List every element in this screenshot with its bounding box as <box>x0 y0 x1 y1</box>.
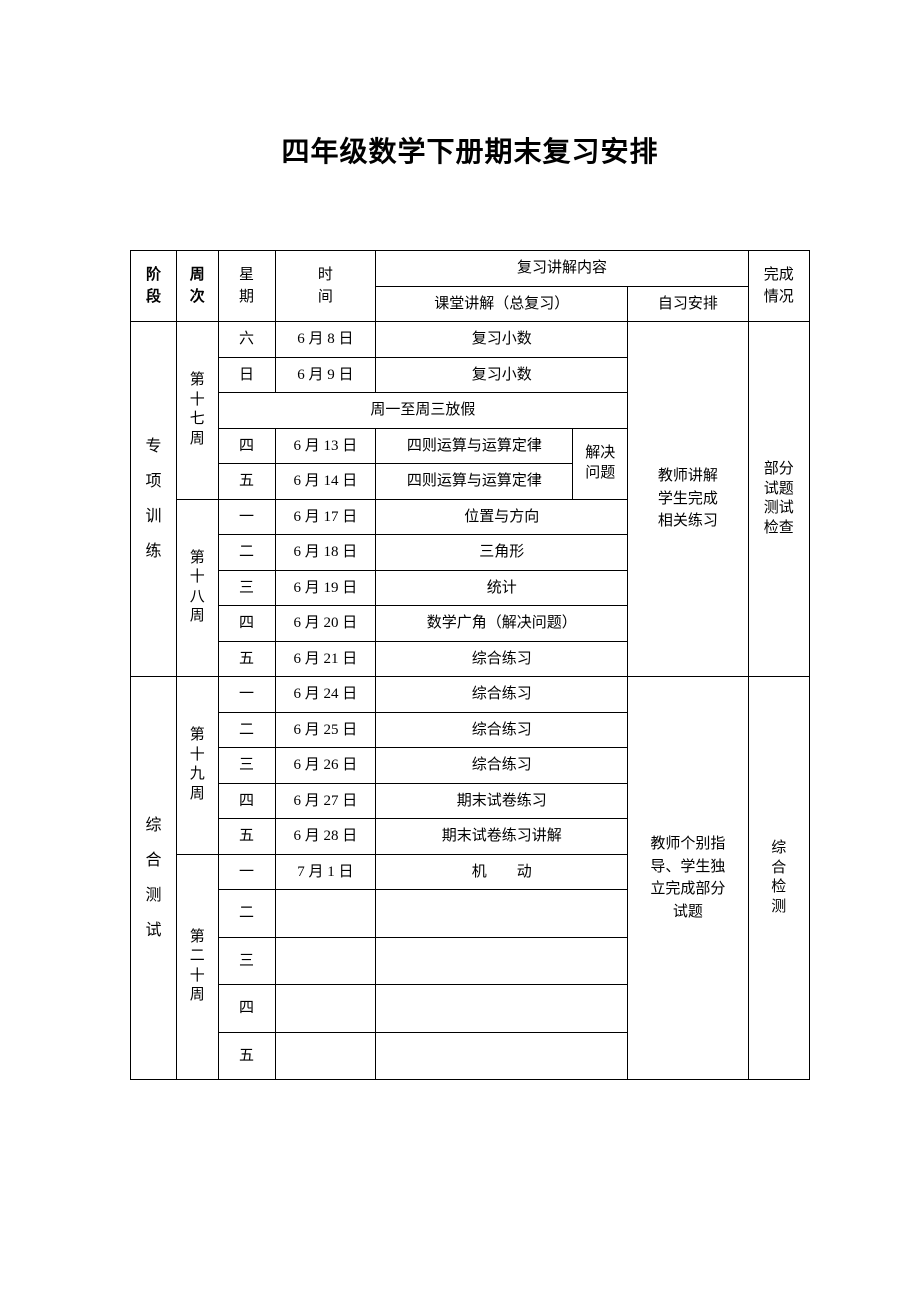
cell-date <box>275 1032 376 1080</box>
header-stage: 阶段 <box>131 251 177 322</box>
cell-content: 统计 <box>376 570 628 606</box>
cell-date: 6 月 28 日 <box>275 819 376 855</box>
stage-special: 专项训练 <box>131 322 177 677</box>
cell-day: 三 <box>218 937 275 985</box>
cell-date: 6 月 26 日 <box>275 748 376 784</box>
cell-content <box>376 985 628 1033</box>
cell-content: 三角形 <box>376 535 628 571</box>
header-class-lecture: 课堂讲解（总复习） <box>376 286 628 322</box>
table-row: 综合测试 第十九周 一 6 月 24 日 综合练习 教师个别指导、学生独立完成部… <box>131 677 810 713</box>
week-17: 第十七周 <box>176 322 218 500</box>
header-week: 周次 <box>176 251 218 322</box>
completion-special: 部分试题测试检查 <box>748 322 809 677</box>
cell-day: 三 <box>218 748 275 784</box>
cell-content: 综合练习 <box>376 641 628 677</box>
cell-day: 四 <box>218 606 275 642</box>
cell-day: 一 <box>218 499 275 535</box>
cell-date: 6 月 18 日 <box>275 535 376 571</box>
cell-day: 四 <box>218 985 275 1033</box>
header-completion: 完成情况 <box>748 251 809 322</box>
cell-day: 三 <box>218 570 275 606</box>
holiday-note: 周一至周三放假 <box>218 393 628 429</box>
cell-date <box>275 890 376 938</box>
header-day: 星期 <box>218 251 275 322</box>
cell-date: 6 月 13 日 <box>275 428 376 464</box>
cell-date: 6 月 14 日 <box>275 464 376 500</box>
table-row: 专项训练 第十七周 六 6 月 8 日 复习小数 教师讲解学生完成相关练习 部分… <box>131 322 810 358</box>
cell-day: 五 <box>218 641 275 677</box>
header-row-1: 阶段 周次 星期 时间 复习讲解内容 完成情况 <box>131 251 810 287</box>
week-18: 第十八周 <box>176 499 218 677</box>
cell-content: 期末试卷练习 <box>376 783 628 819</box>
cell-date: 6 月 25 日 <box>275 712 376 748</box>
cell-date <box>275 985 376 1033</box>
cell-date: 6 月 27 日 <box>275 783 376 819</box>
cell-date: 6 月 24 日 <box>275 677 376 713</box>
cell-content: 综合练习 <box>376 677 628 713</box>
cell-content: 机 动 <box>376 854 628 890</box>
self-study-comprehensive: 教师个别指导、学生独立完成部分试题 <box>628 677 748 1080</box>
cell-content: 位置与方向 <box>376 499 628 535</box>
cell-day: 五 <box>218 464 275 500</box>
cell-day: 二 <box>218 890 275 938</box>
cell-day: 五 <box>218 819 275 855</box>
cell-date: 6 月 21 日 <box>275 641 376 677</box>
self-study-special: 教师讲解学生完成相关练习 <box>628 322 748 677</box>
stage-comprehensive: 综合测试 <box>131 677 177 1080</box>
cell-date: 6 月 9 日 <box>275 357 376 393</box>
cell-date: 6 月 17 日 <box>275 499 376 535</box>
cell-content: 四则运算与运算定律 <box>376 428 573 464</box>
page-title: 四年级数学下册期末复习安排 <box>130 130 810 170</box>
week-20: 第二十周 <box>176 854 218 1080</box>
week-19: 第十九周 <box>176 677 218 855</box>
cell-content <box>376 1032 628 1080</box>
cell-day: 五 <box>218 1032 275 1080</box>
schedule-table: 阶段 周次 星期 时间 复习讲解内容 完成情况 课堂讲解（总复习） 自习安排 专… <box>130 250 810 1080</box>
cell-day: 日 <box>218 357 275 393</box>
cell-day: 六 <box>218 322 275 358</box>
cell-day: 一 <box>218 677 275 713</box>
cell-day: 二 <box>218 712 275 748</box>
cell-content <box>376 890 628 938</box>
header-content: 复习讲解内容 <box>376 251 748 287</box>
cell-content: 复习小数 <box>376 357 628 393</box>
completion-comprehensive: 综合检测 <box>748 677 809 1080</box>
cell-day: 二 <box>218 535 275 571</box>
cell-date: 7 月 1 日 <box>275 854 376 890</box>
cell-content: 期末试卷练习讲解 <box>376 819 628 855</box>
cell-content <box>376 937 628 985</box>
cell-date: 6 月 20 日 <box>275 606 376 642</box>
cell-content: 四则运算与运算定律 <box>376 464 573 500</box>
cell-content: 综合练习 <box>376 748 628 784</box>
cell-content: 数学广角（解决问题） <box>376 606 628 642</box>
cell-day: 一 <box>218 854 275 890</box>
cell-content: 综合练习 <box>376 712 628 748</box>
cell-day: 四 <box>218 783 275 819</box>
cell-day: 四 <box>218 428 275 464</box>
cell-content: 复习小数 <box>376 322 628 358</box>
cell-date: 6 月 8 日 <box>275 322 376 358</box>
header-self-study: 自习安排 <box>628 286 748 322</box>
cell-date <box>275 937 376 985</box>
header-date: 时间 <box>275 251 376 322</box>
problem-solving: 解决问题 <box>573 428 628 499</box>
cell-date: 6 月 19 日 <box>275 570 376 606</box>
